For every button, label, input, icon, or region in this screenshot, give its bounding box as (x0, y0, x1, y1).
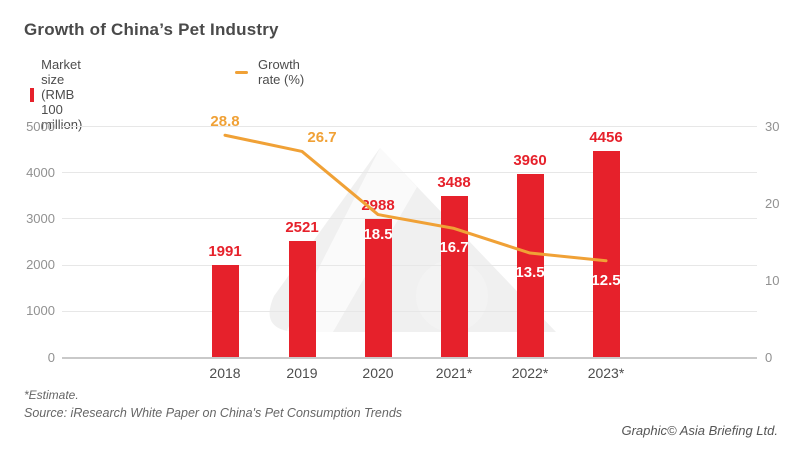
left-axis-tick-4000: 4000 (26, 164, 55, 180)
left-axis-tick-2000: 2000 (26, 257, 55, 273)
chart-title: Growth of China’s Pet Industry (24, 20, 279, 39)
right-axis-tick-10: 10 (765, 272, 780, 288)
bar-value-2020: 2988 (361, 196, 395, 214)
left-axis-tick-3000: 3000 (26, 210, 55, 226)
footnote-source: Source: iResearch White Paper on China's… (24, 406, 403, 420)
left-axis-tick-0: 0 (47, 349, 55, 365)
footnote-estimate: *Estimate. (24, 388, 79, 402)
bar-2023* (592, 151, 620, 357)
growth-value-2019: 26.7 (307, 129, 337, 147)
bar-2018 (211, 265, 239, 357)
gridline-1000 (62, 310, 757, 312)
growth-value-2021*: 16.7 (439, 239, 469, 257)
growth-value-2023*: 12.5 (591, 271, 621, 289)
bar-2021* (440, 195, 468, 357)
gridline-0 (62, 357, 757, 359)
growth-value-2020: 18.5 (363, 225, 393, 243)
x-axis-label-2020: 2020 (362, 365, 394, 381)
left-axis-tick-5000: 5000 (26, 118, 55, 134)
bar-value-2023*: 4456 (589, 129, 623, 147)
bar-2019 (288, 240, 316, 357)
legend-item-market-size: Market size (RMB 100 million) (30, 57, 92, 132)
right-axis-tick-0: 0 (765, 349, 773, 365)
gridline-2000 (62, 264, 757, 266)
growth-value-2018: 28.8 (210, 113, 240, 131)
right-axis-tick-20: 20 (765, 195, 780, 211)
right-axis-tick-30: 30 (765, 118, 780, 134)
credit-text: Graphic© Asia Briefing Ltd. (621, 423, 778, 438)
bar-value-2019: 2521 (285, 218, 319, 236)
bar-value-2022*: 3960 (513, 152, 547, 170)
x-axis-label-2023*: 2023* (587, 365, 625, 381)
growth-value-2022*: 13.5 (515, 264, 545, 282)
gridline-4000 (62, 172, 757, 174)
bar-value-2018: 1991 (208, 243, 242, 261)
line-swatch-icon (235, 70, 249, 74)
x-axis-label-2022*: 2022* (511, 365, 549, 381)
legend-item-growth-rate: Growth rate (%) (235, 57, 310, 87)
gridline-3000 (62, 218, 757, 220)
legend-label-growth-rate: Growth rate (%) (258, 57, 305, 87)
legend-label-market-size: Market size (RMB 100 million) (41, 57, 83, 132)
bar-value-2021*: 3488 (437, 173, 471, 191)
x-axis-label-2019: 2019 (286, 365, 318, 381)
left-axis-tick-1000: 1000 (26, 303, 55, 319)
x-axis-label-2021*: 2021* (435, 365, 473, 381)
x-axis-label-2018: 2018 (209, 365, 241, 381)
bar-swatch-icon (30, 87, 35, 102)
gridline-5000 (62, 126, 757, 127)
